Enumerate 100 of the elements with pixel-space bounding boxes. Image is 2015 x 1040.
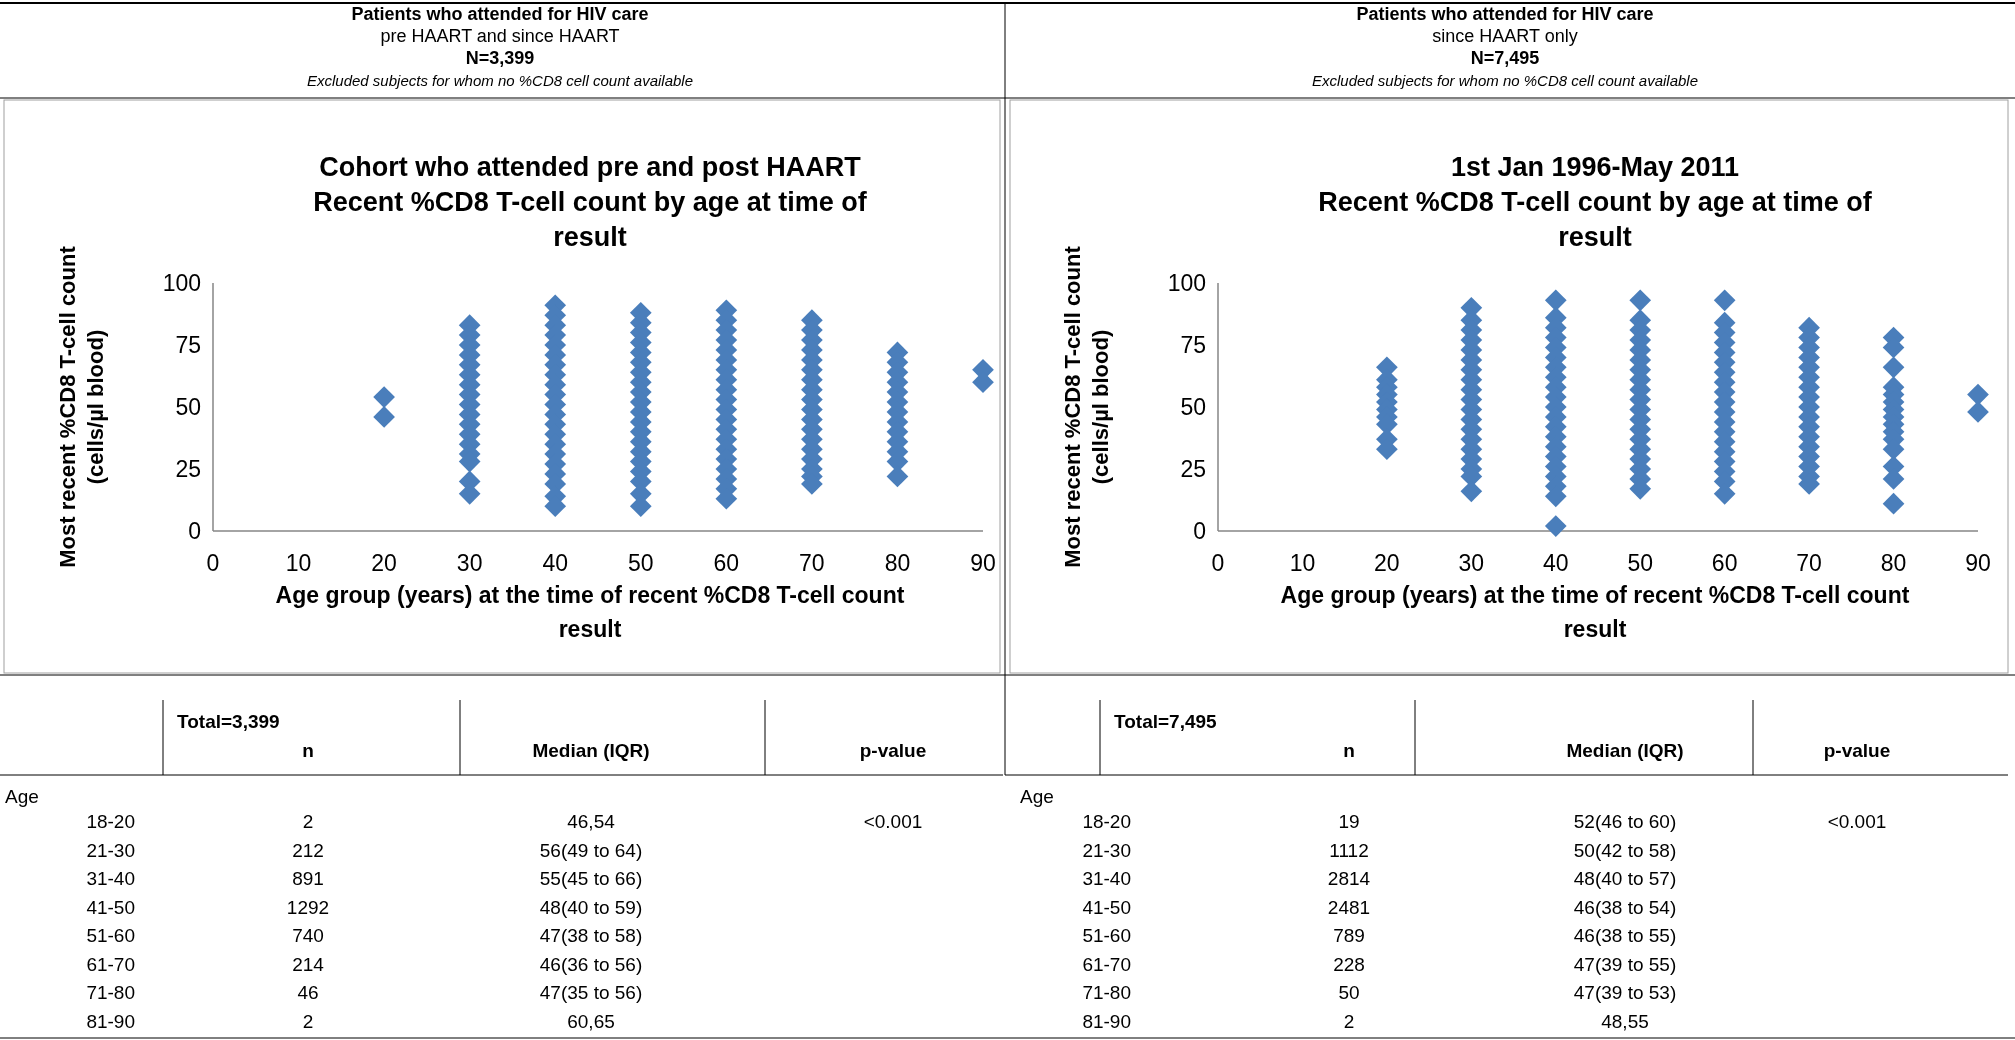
x-tick-label: 40 <box>1542 550 1569 576</box>
text: Median (IQR) <box>1566 740 1684 761</box>
text: p-value <box>859 740 927 761</box>
text: 214 <box>292 953 325 975</box>
x-tick-label: 40 <box>542 550 569 576</box>
point <box>1882 492 1905 515</box>
x-tick-label: 10 <box>285 550 312 576</box>
category-label: 21-30 <box>1082 839 1131 861</box>
x-tick-label: 90 <box>1965 550 1991 576</box>
category-label: 51-60 <box>86 925 135 946</box>
text: 46 <box>297 982 319 1003</box>
category-label: 71-80 <box>86 982 135 1003</box>
text: 2481 <box>1327 896 1371 918</box>
category-label: 31-40 <box>1082 868 1131 889</box>
category-label: 81-90 <box>86 1010 135 1032</box>
y-tick-label: 0 <box>188 518 201 545</box>
category-label: 21-30 <box>86 839 135 861</box>
x-tick-label: 30 <box>456 550 483 576</box>
y-tick-label: 50 <box>175 394 201 421</box>
text: n <box>1343 740 1355 761</box>
text: 55(45 to 66) <box>539 868 643 889</box>
text: 48(40 to 57) <box>1573 868 1677 889</box>
x-tick-label: 0 <box>206 550 220 576</box>
text: 2 <box>302 811 314 832</box>
text: N=3,399 <box>465 48 535 68</box>
x-tick-label: 30 <box>1458 550 1485 576</box>
category-label: 71-80 <box>1082 982 1131 1003</box>
chart-subtitle: Recent %CD8 T-cell count by age at time of result <box>313 187 868 252</box>
text: Median (IQR) <box>532 740 650 761</box>
text: N=7,495 <box>1470 48 1540 68</box>
text: <0.001 <box>863 811 923 832</box>
text: p-value <box>1823 740 1891 761</box>
text: 2 <box>1343 1010 1355 1032</box>
category-label: 18-20 <box>86 811 135 832</box>
text: Age <box>1020 786 1054 807</box>
text: 789 <box>1333 925 1365 946</box>
text: Excluded subjects for whom no %CD8 cell count available <box>1311 72 1699 89</box>
x-tick-label: 50 <box>1627 550 1654 576</box>
text: n <box>302 740 314 761</box>
text: 60,65 <box>567 1010 615 1032</box>
y-axis-title: Most recent %CD8 T-cell count (cells/µl blood) <box>55 245 108 568</box>
text: 212 <box>292 839 324 861</box>
text: 48,55 <box>1601 1010 1649 1032</box>
text: Total=7,495 <box>1114 711 1218 732</box>
x-tick-label: 80 <box>1880 550 1907 576</box>
x-tick-label: 50 <box>627 550 654 576</box>
text: 46(36 to 56) <box>539 953 643 975</box>
y-tick-label: 75 <box>175 332 201 359</box>
text: 891 <box>292 868 324 889</box>
text: 46(38 to 54) <box>1573 896 1677 918</box>
text: Total=3,399 <box>177 711 280 732</box>
text: 2 <box>302 1010 314 1032</box>
y-tick-label: 100 <box>162 270 201 297</box>
text: since HAART only <box>1432 26 1578 46</box>
x-axis-title: Age group (years) at the time of recent %CD8 T-cell count result <box>275 582 905 642</box>
text: 47(35 to 56) <box>539 982 643 1003</box>
text: 19 <box>1338 811 1360 832</box>
text: 47(39 to 53) <box>1573 982 1677 1003</box>
text: 46,54 <box>567 811 616 832</box>
point <box>1544 289 1567 312</box>
text: Excluded subjects for whom no %CD8 cell count available <box>306 72 694 89</box>
y-tick-label: 75 <box>1180 332 1206 359</box>
point <box>1629 289 1652 312</box>
x-tick-label: 60 <box>1711 550 1738 576</box>
point <box>373 406 395 428</box>
category-label: 41-50 <box>86 896 135 918</box>
text: 56(49 to 64) <box>539 839 643 861</box>
point <box>373 386 395 408</box>
text: Patients who attended for HIV care <box>1356 4 1654 24</box>
category-label: 31-40 <box>86 868 135 889</box>
y-tick-label: 0 <box>1193 518 1206 545</box>
category-label: 51-60 <box>1082 925 1131 946</box>
category-label: 61-70 <box>1082 953 1131 975</box>
point <box>1544 515 1567 537</box>
text: 48(40 to 59) <box>539 896 643 918</box>
text: <0.001 <box>1827 811 1887 832</box>
text: 740 <box>292 925 324 946</box>
point <box>1967 383 1989 406</box>
text: Patients who attended for HIV care <box>351 4 649 24</box>
category-label: 41-50 <box>1082 896 1131 918</box>
text: 1112 <box>1329 839 1369 861</box>
text: 1292 <box>286 896 330 918</box>
chart-title: 1st Jan 1996-May 2011 <box>1450 152 1740 182</box>
category-label: 81-90 <box>1082 1010 1131 1032</box>
x-tick-label: 60 <box>713 550 740 576</box>
category-label: 18-20 <box>1082 811 1131 832</box>
x-tick-label: 70 <box>799 550 825 576</box>
category-label: 61-70 <box>86 953 135 975</box>
text: Age <box>5 786 39 807</box>
text: 46(38 to 55) <box>1573 925 1677 946</box>
y-tick-label: 100 <box>1167 270 1206 297</box>
x-axis-title: Age group (years) at the time of recent %CD8 T-cell count result <box>1280 582 1910 642</box>
point <box>1713 289 1736 312</box>
y-axis-title: Most recent %CD8 T-cell count (cells/µl blood) <box>1060 245 1113 568</box>
point <box>1967 401 1989 423</box>
x-tick-label: 20 <box>371 550 397 576</box>
x-tick-label: 80 <box>884 550 911 576</box>
chart-title: Cohort who attended pre and post HAART <box>319 152 862 182</box>
text: 47(39 to 55) <box>1573 953 1677 975</box>
text: 2814 <box>1327 868 1371 889</box>
